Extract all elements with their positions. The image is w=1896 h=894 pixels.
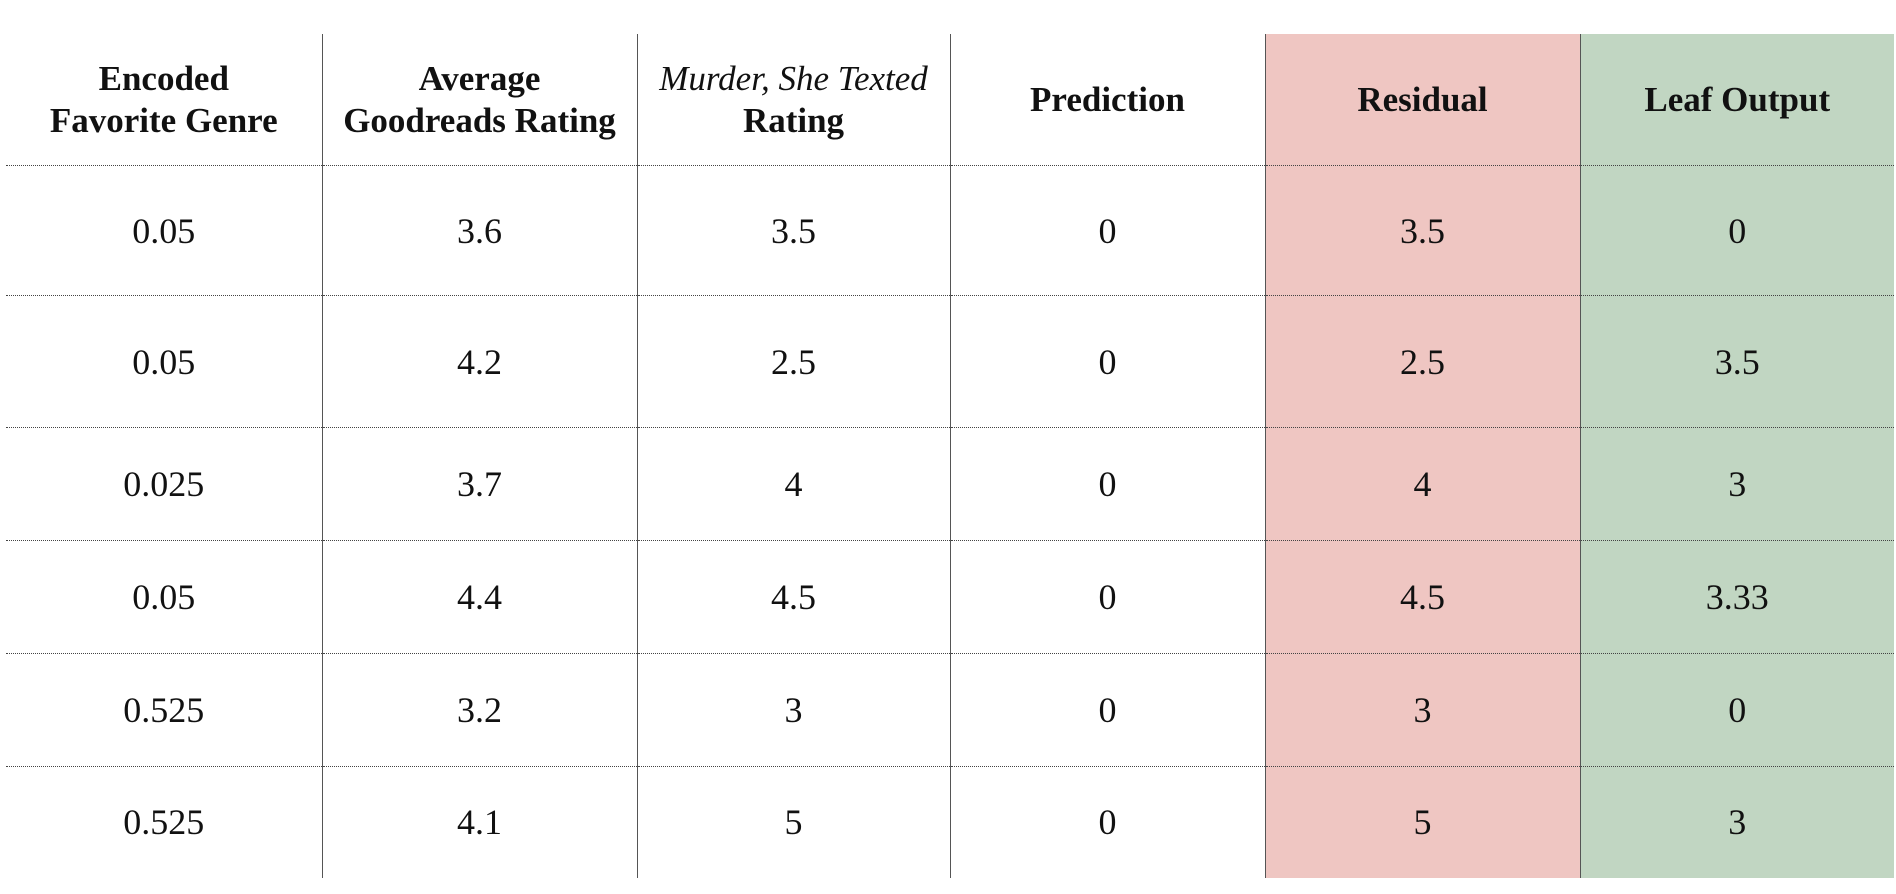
table-cell: 3: [1579, 427, 1894, 541]
table-cell: 0: [949, 766, 1265, 878]
table-body: 0.05 3.6 3.5 0 3.5 0 0.05 4.2 2.5 0 2.5 3.5 0.025 3.7…: [6, 165, 1894, 878]
table-cell: 3.5: [1264, 165, 1580, 296]
table-cell: 0: [1579, 165, 1894, 296]
table-row: 0.025 3.7 4 0 4 3: [6, 427, 1894, 541]
table-cell: 4.5: [1264, 540, 1580, 654]
table-cell: 5: [636, 766, 950, 878]
table-cell: 0.05: [6, 540, 322, 654]
table-cell: 4: [636, 427, 950, 541]
table-cell: 0.05: [6, 295, 322, 428]
header-cell: Prediction: [949, 34, 1265, 166]
table-row: 0.525 4.1 5 0 5 3: [6, 766, 1894, 878]
table-cell: 4.2: [321, 295, 637, 428]
table-cell: 0: [949, 427, 1265, 541]
table-cell: 0.525: [123, 802, 205, 843]
header-line: Prediction: [1030, 79, 1185, 119]
data-table: Encoded Favorite Genre Average Goodreads Ra…: [6, 34, 1894, 878]
table-cell: 0.525: [6, 653, 322, 767]
header-cell: Murder, She Texted Rating: [636, 34, 950, 166]
table-cell: 3.7: [321, 427, 637, 541]
table-row: 0.525 3.2 3 0 3 0: [6, 653, 1894, 767]
table-cell: 2.5: [1264, 295, 1580, 428]
header-line: Favorite Genre: [49, 100, 278, 140]
header-line: Murder, She Texted: [659, 58, 928, 98]
table-cell: 3.5: [636, 165, 950, 296]
table-row: 0.05 4.4 4.5 0 4.5 3.33: [6, 540, 1894, 654]
header-line: Leaf Output: [1644, 79, 1831, 119]
header-cell: Encoded Favorite Genre: [6, 34, 322, 166]
table-cell: 4.1: [321, 766, 637, 878]
header-line: Encoded: [98, 58, 229, 98]
header-cell: Leaf Output: [1579, 34, 1894, 166]
table-cell: 0.05: [6, 165, 322, 296]
header-line: Average: [418, 58, 541, 98]
table-cell: 0: [949, 540, 1265, 654]
table-cell: 0: [1579, 653, 1894, 767]
header-row: Encoded Favorite Genre Average Goodreads Ra…: [6, 34, 1894, 166]
table-row: 0.05 3.6 3.5 0 3.5 0: [6, 165, 1894, 296]
header-line: Residual: [1357, 79, 1488, 119]
table-cell: 0.025: [6, 427, 322, 541]
table-cell: 3: [1264, 653, 1580, 767]
header-cell: Residual: [1264, 34, 1580, 166]
table-cell: 4: [1264, 427, 1580, 541]
header-cell: Average Goodreads Rating: [321, 34, 637, 166]
table-cell: 3.33: [1579, 540, 1894, 654]
table-cell: 3.2: [321, 653, 637, 767]
table-cell: 5: [1264, 766, 1580, 878]
table-cell: 0: [949, 165, 1265, 296]
table-cell: 3: [636, 653, 950, 767]
table-cell: 3: [1579, 766, 1894, 878]
table-cell: 4.4: [321, 540, 637, 654]
table-cell: 0: [949, 295, 1265, 428]
table-cell: 4.5: [636, 540, 950, 654]
table-cell: 3.6: [321, 165, 637, 296]
table-cell: 3.5: [1579, 295, 1894, 428]
table-cell: 2.5: [636, 295, 950, 428]
header-line: Goodreads Rating: [343, 100, 616, 140]
table-row: 0.05 4.2 2.5 0 2.5 3.5: [6, 295, 1894, 428]
header-line: Rating: [742, 100, 845, 140]
table-cell: 0: [949, 653, 1265, 767]
